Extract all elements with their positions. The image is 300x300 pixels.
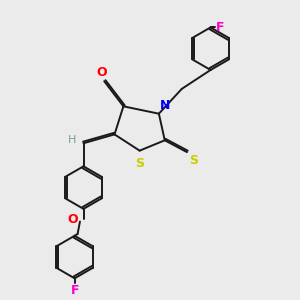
Text: N: N bbox=[160, 99, 171, 112]
Text: F: F bbox=[70, 284, 79, 297]
Text: H: H bbox=[68, 135, 76, 145]
Text: S: S bbox=[189, 154, 198, 166]
Text: O: O bbox=[68, 213, 78, 226]
Text: O: O bbox=[97, 66, 107, 79]
Text: F: F bbox=[216, 21, 224, 34]
Text: S: S bbox=[135, 157, 144, 170]
